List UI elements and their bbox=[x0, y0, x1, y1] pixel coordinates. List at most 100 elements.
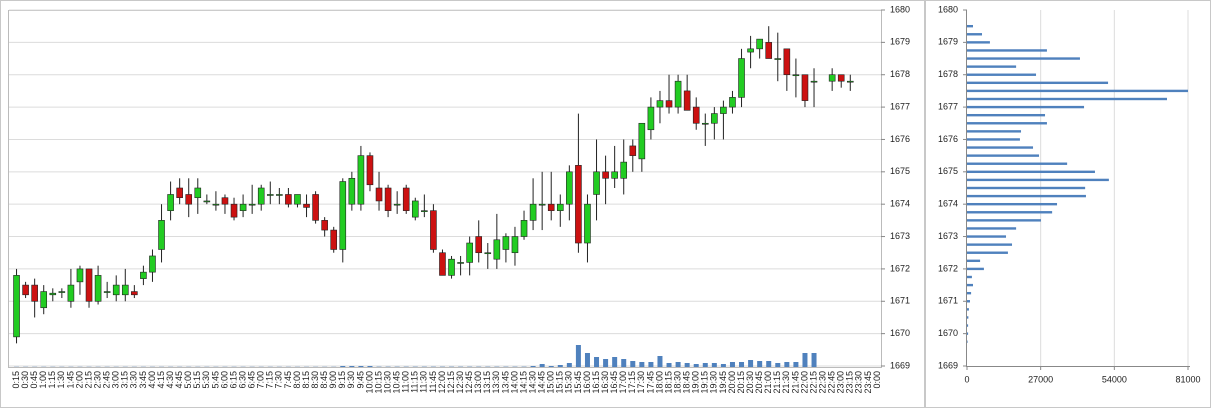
x-tick-label: 54000 bbox=[1102, 374, 1127, 384]
candle-body bbox=[693, 107, 699, 123]
volume-bar bbox=[748, 360, 753, 367]
volume-bar bbox=[757, 361, 762, 367]
volume-bar bbox=[367, 366, 372, 367]
profile-bar bbox=[967, 171, 1095, 173]
candle-body bbox=[367, 156, 373, 185]
candle-body bbox=[177, 188, 183, 198]
candle-body bbox=[313, 194, 319, 220]
profile-bar bbox=[967, 235, 1006, 237]
volume-bar bbox=[712, 363, 717, 367]
candle-body bbox=[267, 194, 273, 195]
x-tick-label: 27000 bbox=[1028, 374, 1053, 384]
candle-body bbox=[711, 114, 717, 124]
candle-body bbox=[838, 75, 844, 81]
candle-body bbox=[757, 39, 763, 49]
candle-body bbox=[612, 172, 618, 178]
y-tick-label: 1670 bbox=[890, 328, 910, 338]
candle-body bbox=[494, 240, 500, 259]
volume-bar bbox=[793, 362, 798, 367]
y-tick-label: 1678 bbox=[890, 69, 910, 79]
candle-body bbox=[32, 285, 38, 301]
y-tick-label: 1676 bbox=[890, 134, 910, 144]
volume-bar bbox=[576, 345, 581, 367]
profile-bar bbox=[967, 292, 971, 294]
candle-body bbox=[122, 285, 128, 295]
candle-body bbox=[675, 81, 681, 107]
profile-bar bbox=[967, 219, 1041, 221]
volume-bar bbox=[703, 363, 708, 367]
y-tick-label: 1678 bbox=[938, 69, 958, 79]
x-tick-label: 0 bbox=[964, 374, 969, 384]
profile-bar bbox=[967, 82, 1108, 84]
candle-body bbox=[340, 182, 346, 250]
candle-body bbox=[449, 259, 455, 275]
y-tick-label: 1670 bbox=[938, 328, 958, 338]
y-tick-label: 1671 bbox=[938, 296, 958, 306]
volume-bar bbox=[567, 363, 572, 367]
candle-body bbox=[729, 97, 735, 107]
candle-body bbox=[86, 269, 92, 301]
volume-bar bbox=[531, 366, 536, 367]
volume-bar bbox=[558, 365, 563, 367]
volume-bar bbox=[802, 353, 807, 367]
candle-body bbox=[68, 285, 74, 301]
volume-bar bbox=[812, 353, 817, 367]
candle-body bbox=[575, 165, 581, 243]
profile-bar bbox=[967, 130, 1021, 132]
candle-body bbox=[430, 211, 436, 250]
candle-body bbox=[666, 101, 672, 107]
candle-body bbox=[739, 59, 745, 98]
y-tick-label: 1677 bbox=[938, 101, 958, 111]
candle-body bbox=[485, 253, 491, 254]
y-tick-label: 1673 bbox=[938, 231, 958, 241]
candle-body bbox=[394, 204, 400, 205]
candle-body bbox=[829, 75, 835, 81]
y-tick-label: 1675 bbox=[890, 166, 910, 176]
candle-body bbox=[59, 292, 65, 293]
volume-bar bbox=[630, 361, 635, 367]
candle-body bbox=[159, 220, 165, 249]
candle-body bbox=[222, 198, 228, 204]
candle-body bbox=[847, 81, 853, 82]
volume-bar bbox=[648, 362, 653, 367]
volume-bar bbox=[676, 362, 681, 367]
candle-body bbox=[149, 256, 155, 272]
candle-body bbox=[467, 243, 473, 262]
volume-bar bbox=[612, 357, 617, 367]
candle-body bbox=[584, 204, 590, 243]
profile-bar bbox=[967, 268, 984, 270]
volume-bar bbox=[685, 363, 690, 367]
candle-body bbox=[104, 292, 110, 293]
candle-body bbox=[458, 262, 464, 263]
profile-bar bbox=[967, 211, 1052, 213]
candle-body bbox=[258, 188, 264, 204]
y-tick-label: 1674 bbox=[890, 199, 910, 209]
candle-body bbox=[140, 272, 146, 278]
candle-body bbox=[512, 237, 518, 253]
volume-bar bbox=[358, 366, 363, 367]
x-tick-label: 81000 bbox=[1175, 374, 1200, 384]
y-tick-label: 1672 bbox=[938, 263, 958, 273]
candle-body bbox=[603, 172, 609, 178]
volume-bar bbox=[621, 359, 626, 367]
candle-body bbox=[702, 123, 708, 124]
volume-bar bbox=[657, 356, 662, 367]
candle-body bbox=[793, 75, 799, 76]
volume-bar bbox=[739, 362, 744, 367]
volume-bar bbox=[594, 357, 599, 367]
candle-body bbox=[186, 194, 192, 204]
y-tick-label: 1676 bbox=[938, 134, 958, 144]
candle-body bbox=[439, 253, 445, 276]
profile-bar bbox=[967, 98, 1167, 100]
y-tick-label: 1674 bbox=[938, 199, 958, 209]
profile-bar bbox=[967, 195, 1086, 197]
candle-body bbox=[784, 49, 790, 75]
candle-body bbox=[684, 91, 690, 110]
candle-body bbox=[113, 285, 119, 295]
volume-bar bbox=[549, 366, 554, 367]
candle-body bbox=[322, 220, 328, 230]
profile-bar bbox=[967, 203, 1057, 205]
y-tick-label: 1671 bbox=[890, 296, 910, 306]
candle-body bbox=[276, 194, 282, 195]
candle-body bbox=[566, 172, 572, 204]
